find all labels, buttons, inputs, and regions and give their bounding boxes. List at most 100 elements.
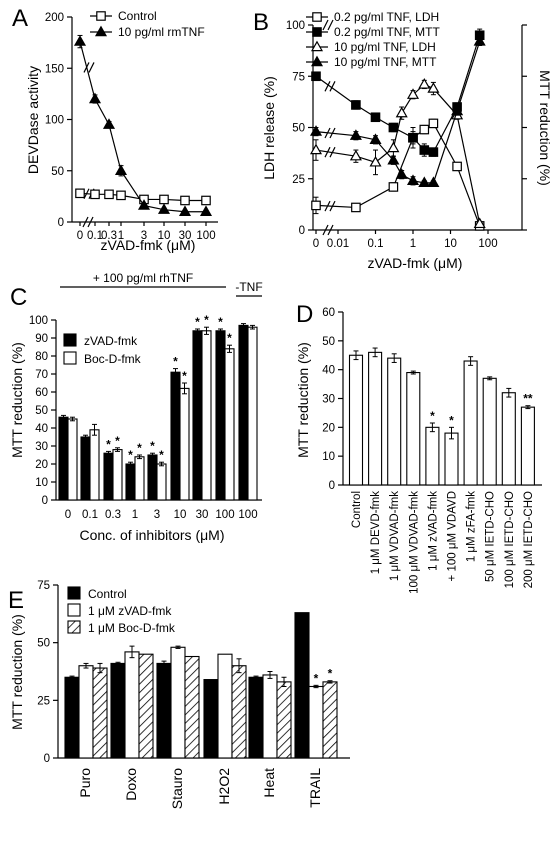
b-data-point xyxy=(349,129,362,140)
c-significance-star: * xyxy=(227,331,232,345)
c-y-tick-label: 10 xyxy=(35,477,48,489)
a-data-point xyxy=(102,118,116,129)
c-x-tick-label: 1 xyxy=(132,509,138,521)
b-data-point xyxy=(351,202,361,213)
b-legend-label: 10 pg/ml TNF, MTT xyxy=(334,55,437,69)
e-significance-star: * xyxy=(314,671,319,685)
e-x-tick-label: Heat xyxy=(261,768,277,798)
a-legend-label: 10 pg/ml rmTNF xyxy=(118,25,205,39)
b-data-point xyxy=(311,200,321,211)
c-x-tick-label: 0.3 xyxy=(105,509,121,521)
panel-letter-a: A xyxy=(12,5,28,32)
d-bar xyxy=(387,357,402,486)
panel-letter-b: B xyxy=(253,9,269,36)
c-bar xyxy=(112,449,123,501)
e-bar xyxy=(78,665,94,759)
b-data-point xyxy=(387,141,400,153)
d-y-tick-label: 20 xyxy=(322,422,335,434)
a-y-tick-label: 0 xyxy=(58,217,64,229)
c-significance-star: * xyxy=(137,441,142,455)
e-y-axis-label: MTT reduction (%) xyxy=(9,614,25,730)
e-bar xyxy=(203,679,219,759)
b-data-point xyxy=(418,78,431,89)
b-series-break xyxy=(329,146,336,158)
d-y-tick-label: 50 xyxy=(322,336,335,348)
c-bar xyxy=(125,463,136,501)
a-y-tick-label: 50 xyxy=(51,166,64,178)
d-significance-star: * xyxy=(430,409,435,423)
c-y-tick-label: 70 xyxy=(35,369,48,381)
b-data-point xyxy=(395,168,408,179)
b-data-point xyxy=(427,176,440,188)
a-y-tick-label: 100 xyxy=(45,115,64,127)
c-x-tick-label: 10 xyxy=(174,509,187,521)
a-data-point xyxy=(116,190,126,201)
b-data-point xyxy=(351,100,361,110)
e-y-tick-label: 25 xyxy=(37,695,50,707)
b-x-tick-label: 1 xyxy=(410,238,416,250)
b-data-point xyxy=(406,88,420,99)
d-bar xyxy=(425,426,440,486)
c-bar xyxy=(67,418,78,501)
c-significance-star: * xyxy=(218,315,223,329)
d-y-tick-label: 30 xyxy=(322,394,335,406)
b-series-line xyxy=(315,41,481,184)
c-significance-star: * xyxy=(182,369,187,383)
a-axis-break xyxy=(82,216,89,228)
b-axis-break xyxy=(327,224,334,236)
a-x-tick-label: 100 xyxy=(196,230,215,242)
d-x-tick-label: + 100 μM VDAVD xyxy=(447,491,459,581)
b-data-point xyxy=(428,147,439,157)
d-y-tick-label: 40 xyxy=(322,365,335,377)
b-y-axis-label: LDH release (%) xyxy=(261,76,277,179)
d-x-tick-label: Control xyxy=(351,491,363,528)
b-y-axis-label-right: MTT reduction (%) xyxy=(537,70,550,186)
d-significance-star: ** xyxy=(523,392,533,406)
a-x-tick-label: 10 xyxy=(158,230,171,242)
e-bar xyxy=(124,651,140,759)
b-series-break xyxy=(324,81,331,92)
a-data-point xyxy=(137,199,151,210)
e-bar xyxy=(92,667,108,759)
b-axis-break xyxy=(322,224,329,236)
c-y-tick-label: 50 xyxy=(35,405,48,417)
d-x-tick-label: 200 μM IETD-CHO xyxy=(523,491,535,588)
a-data-point xyxy=(201,195,211,206)
c-significance-star: * xyxy=(106,437,111,451)
d-x-tick-label: 1 μM VDVAD-fmk xyxy=(389,491,401,581)
b-legend-label: 0.2 pg/ml TNF, LDH xyxy=(334,10,439,24)
c-y-tick-label: 20 xyxy=(35,459,48,471)
b-legend-label: 10 pg/ml TNF, LDH xyxy=(334,40,436,54)
a-data-point xyxy=(114,164,128,175)
e-significance-star: * xyxy=(328,667,333,681)
b-data-point xyxy=(408,132,418,143)
e-y-tick-label: 75 xyxy=(37,580,50,592)
d-bar xyxy=(501,392,516,486)
b-data-point xyxy=(452,161,462,172)
c-x-tick-label: 30 xyxy=(196,509,209,521)
b-data-point xyxy=(309,125,323,136)
c-bar xyxy=(147,454,158,501)
b-data-point xyxy=(309,143,323,155)
a-data-point xyxy=(88,92,102,104)
a-series-break xyxy=(83,188,90,200)
e-x-tick-label: Doxo xyxy=(123,768,139,801)
b-x-tick-label: 100 xyxy=(478,238,497,250)
b-legend-label: 0.2 pg/ml TNF, MTT xyxy=(334,25,440,39)
b-data-point xyxy=(451,104,464,116)
a-series-break xyxy=(88,62,95,73)
c-significance-star: * xyxy=(150,439,155,453)
c-bar xyxy=(247,326,258,501)
b-x-axis-label: zVAD-fmk (μM) xyxy=(368,255,463,271)
panel-letter-d: D xyxy=(296,301,313,328)
b-data-point xyxy=(473,217,486,229)
a-legend-marker xyxy=(94,25,108,37)
e-bar xyxy=(184,655,200,759)
c-significance-star: * xyxy=(115,434,120,448)
c-bar xyxy=(179,387,190,501)
d-bar xyxy=(368,351,383,486)
b-legend-marker xyxy=(310,40,324,52)
b-y-tick-label: 100 xyxy=(286,20,305,32)
a-data-point xyxy=(199,205,213,216)
c-bar xyxy=(134,456,145,501)
